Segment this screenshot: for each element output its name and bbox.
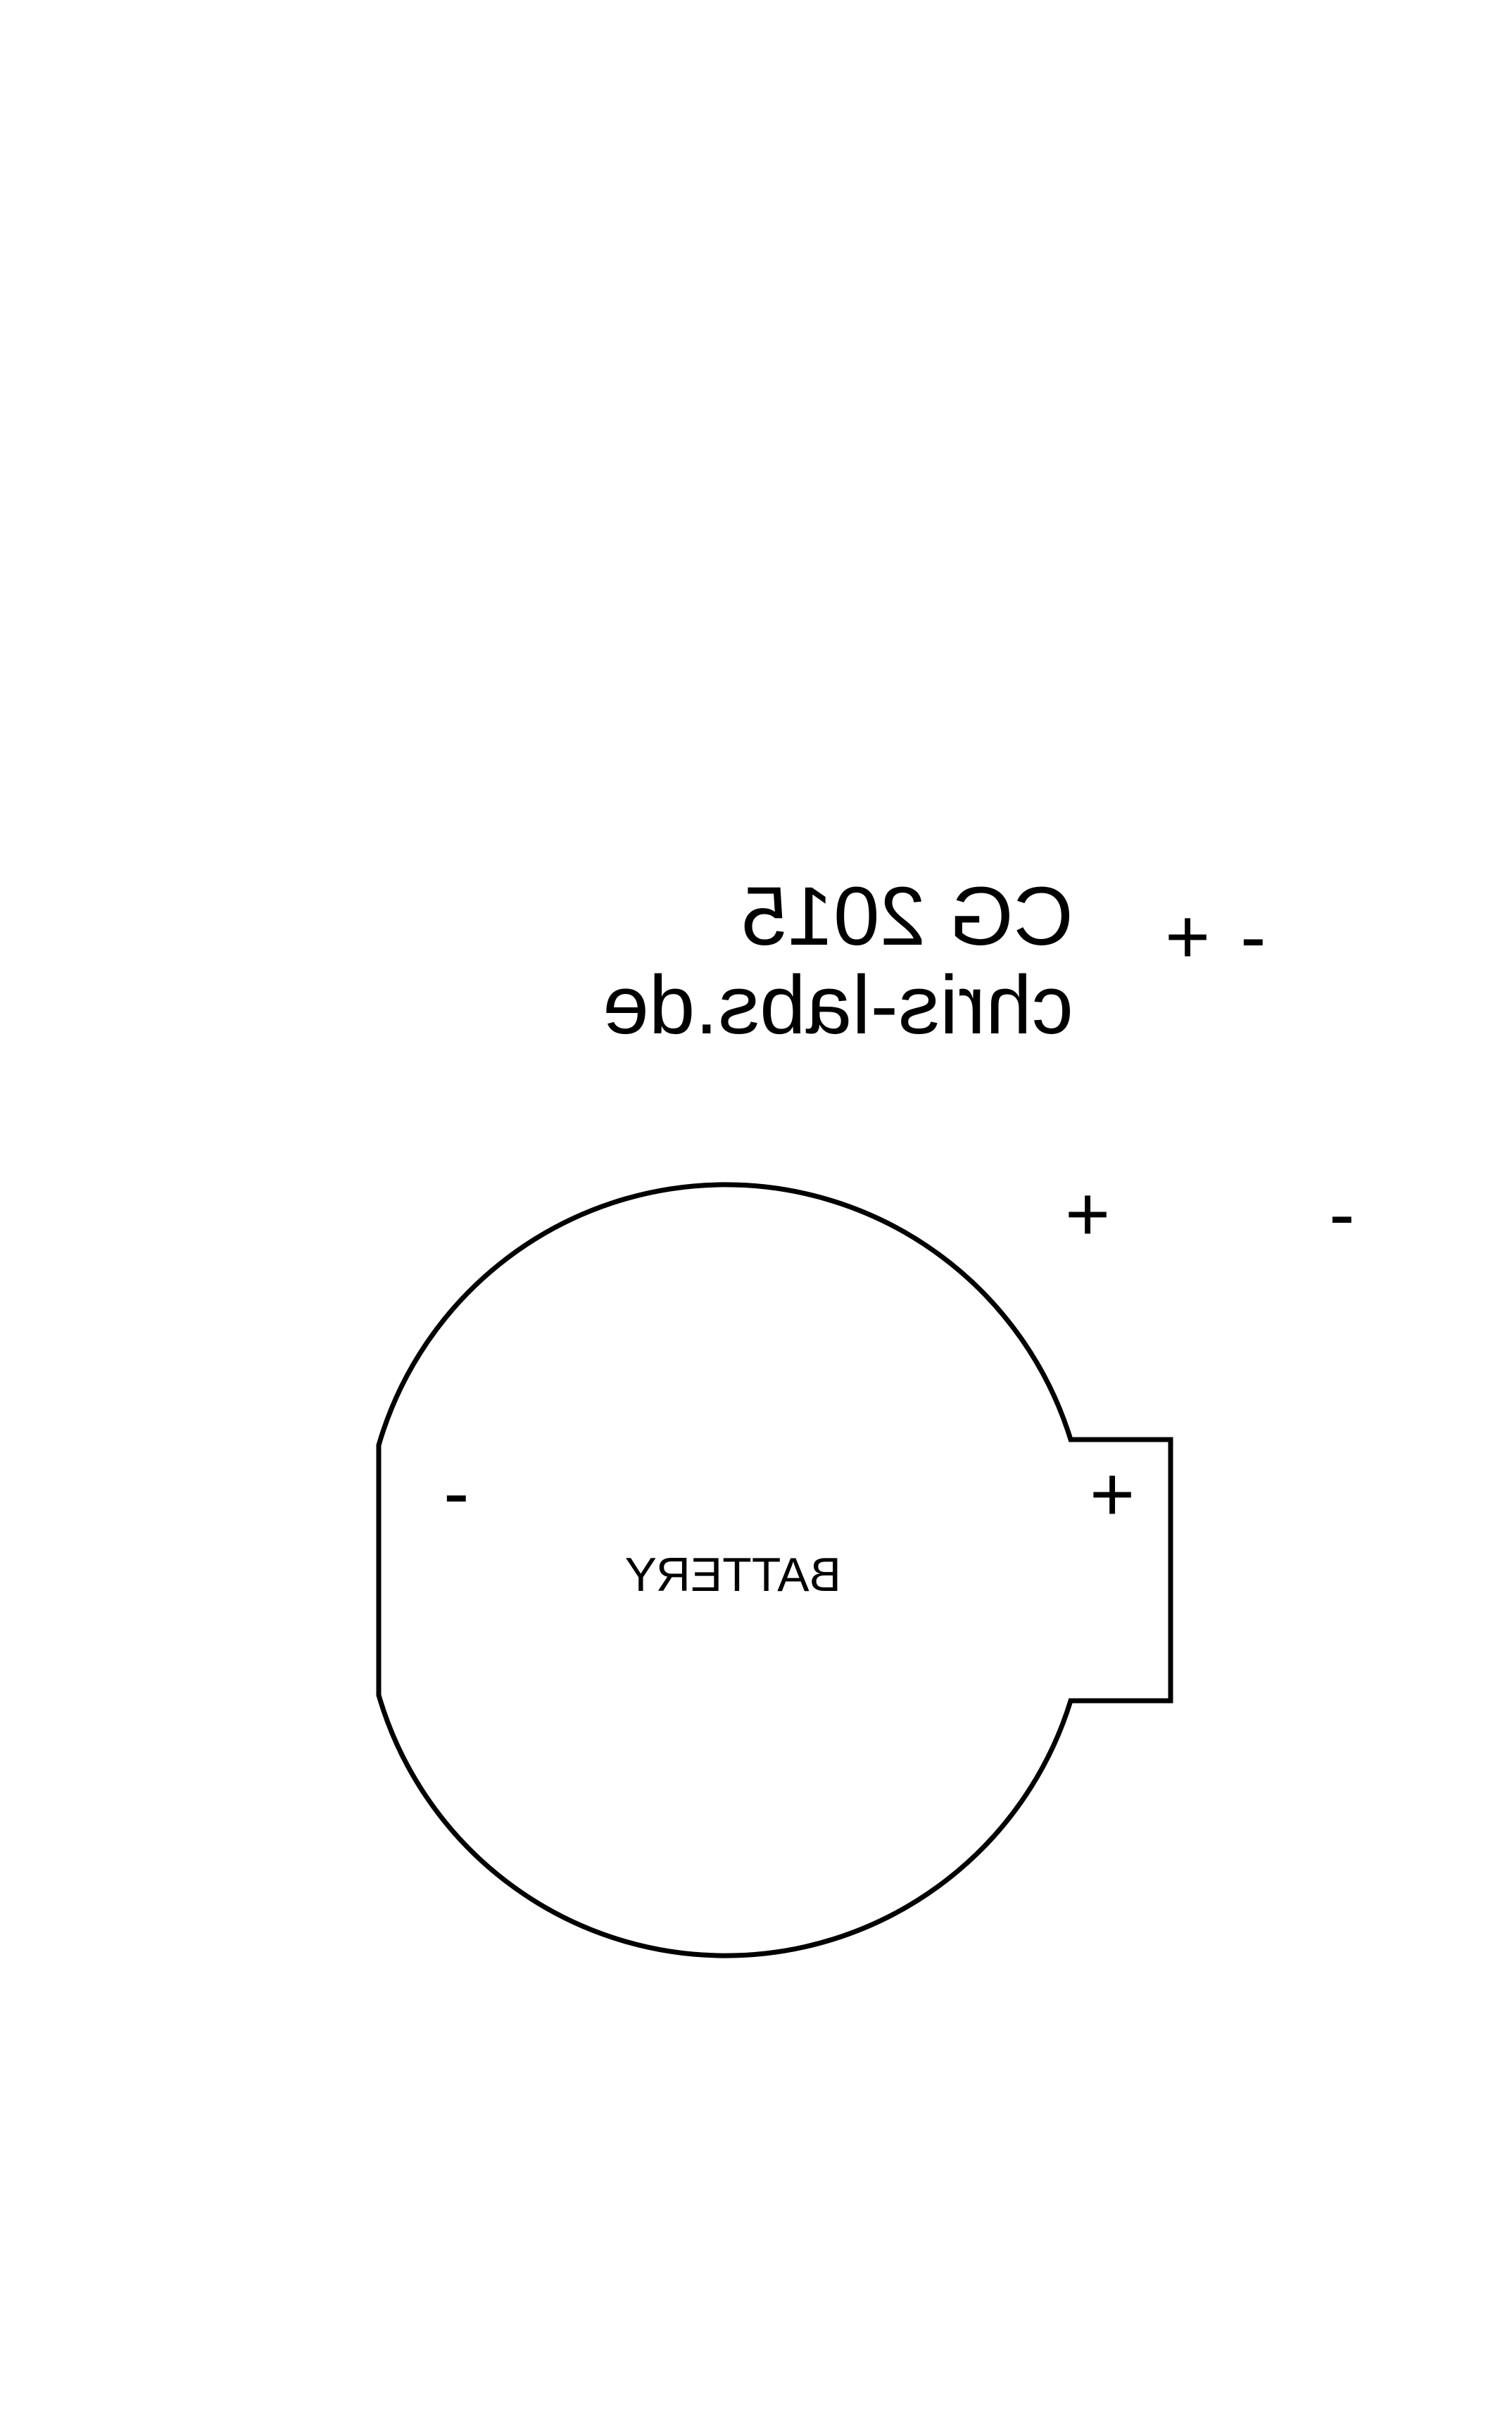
mid-plus-marker: + [1065,1171,1110,1257]
credit-block: CG 2015 chris-labs.de [603,870,1073,1052]
battery-negative-symbol: - [443,1449,470,1536]
mid-minus-marker: - [1329,1171,1355,1257]
top-plus-marker: + [1165,893,1210,980]
battery-label: BATTERY [625,1548,841,1601]
credit-line-2: chris-labs.de [603,959,1073,1052]
battery-positive-symbol: + [1090,1451,1135,1537]
battery-label-group: BATTERY [625,1548,841,1601]
top-minus-marker: - [1240,893,1266,980]
battery-outline [376,1182,1173,1958]
credit-line-1: CG 2015 [741,870,1073,963]
